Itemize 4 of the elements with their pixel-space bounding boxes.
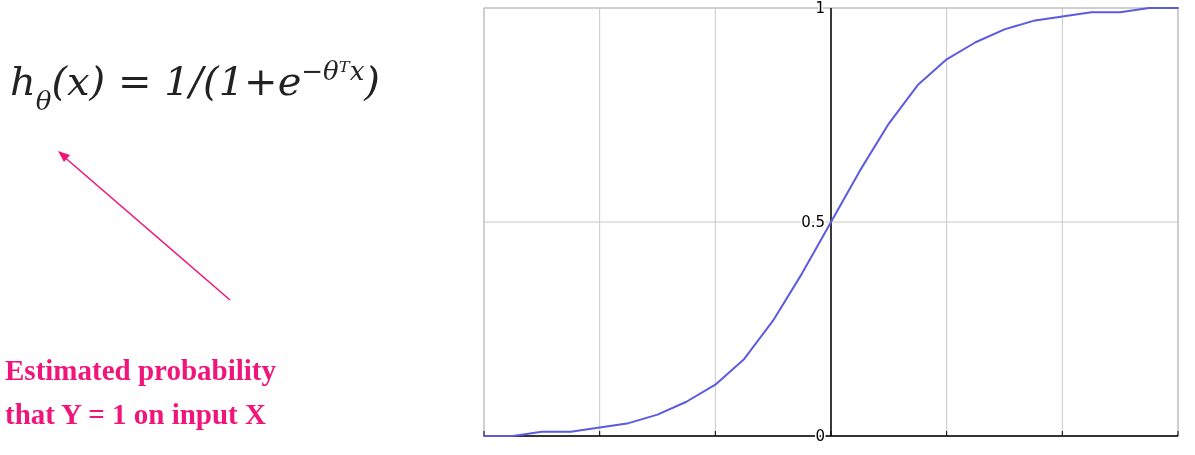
text: h$_{θ}$(x) = 1/(1+e$^{−θᵀx}$)	[10, 56, 380, 116]
text: Estimated probability that Y = 1 on input X	[5, 354, 277, 430]
y-tick-label: 1	[815, 0, 825, 17]
y-tick-label: 0.5	[801, 213, 825, 231]
